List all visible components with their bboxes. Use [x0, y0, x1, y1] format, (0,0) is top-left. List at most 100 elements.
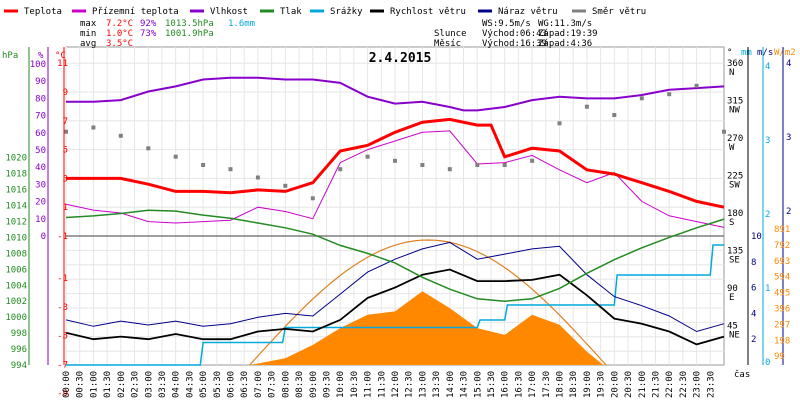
- x-tick-label: 12:30: [405, 371, 415, 398]
- x-tick-label: 14:30: [460, 371, 470, 398]
- tick-label-degc: -3: [57, 303, 68, 313]
- sun-curve: [249, 239, 607, 366]
- tick-label-hpa: 996: [11, 345, 27, 355]
- x-tick-label: 05:00: [199, 371, 209, 398]
- wind-direction-point: [639, 96, 644, 101]
- tick-label-hpa: 998: [11, 329, 27, 339]
- tick-label-pct: 50: [35, 146, 46, 156]
- tick-label-pct: 40: [35, 163, 46, 173]
- x-tick-label: 02:30: [131, 371, 141, 398]
- tick-label-wm2: 693: [774, 257, 790, 267]
- tick-label-mm: 3: [765, 136, 770, 146]
- tick-label-dir-name: SE: [729, 256, 740, 266]
- tick-label-pct: 0: [41, 232, 46, 242]
- wind-direction-point: [393, 158, 397, 163]
- tick-label-degc: 9: [63, 88, 68, 98]
- tick-label-degc: 7: [63, 117, 68, 127]
- legend-label: Směr větru: [592, 7, 646, 17]
- x-tick-label: 21:00: [638, 371, 648, 398]
- series-rychlost-v-tru: [65, 268, 725, 346]
- axis-unit-deg: °: [727, 48, 732, 58]
- x-tick-label: 17:30: [542, 371, 552, 398]
- tick-label-dir: 45: [727, 322, 738, 332]
- tick-label-degc: -7: [57, 360, 68, 370]
- sun-rise: Východ:06:43: [482, 29, 547, 39]
- tick-label-dir-name: NE: [729, 331, 740, 341]
- axis-unit-ms: m/s: [757, 48, 773, 58]
- wind-direction-point: [118, 133, 123, 138]
- wind-direction-point: [530, 158, 535, 163]
- tick-label-dir: 360: [727, 59, 743, 69]
- tick-label-degc: 5: [63, 146, 68, 156]
- tick-label-wm2: 99: [774, 352, 785, 362]
- tick-label-ms: 6: [751, 284, 756, 294]
- x-tick-label: 08:00: [281, 371, 291, 398]
- legend-label: Srážky: [330, 7, 363, 17]
- tick-label-dir-name: N: [729, 68, 734, 78]
- tick-label-hpa: 1020: [5, 154, 27, 164]
- wind-direction-point: [667, 92, 672, 97]
- x-tick-label: 21:30: [651, 371, 661, 398]
- x-tick-label: 03:30: [158, 371, 168, 398]
- x-tick-label: 13:30: [432, 371, 442, 398]
- tick-label-mm: 0: [765, 358, 770, 368]
- x-tick-label: 10:00: [336, 371, 346, 398]
- x-tick-label: 15:00: [473, 371, 483, 398]
- axis-unit-degc: °C: [55, 51, 66, 61]
- wind-direction-point: [338, 167, 343, 172]
- x-tick-label: 07:00: [254, 371, 264, 398]
- x-tick-label: 20:30: [624, 371, 634, 398]
- tick-label-dir: 315: [727, 97, 743, 107]
- tick-label-degc: -1: [57, 274, 68, 284]
- sun-label: Slunce: [434, 29, 467, 39]
- x-tick-label: 22:00: [665, 371, 675, 398]
- axis-unit-mm: mm: [741, 48, 752, 58]
- wind-direction-point: [612, 113, 617, 117]
- tick-label-pct: 10: [35, 215, 46, 225]
- legend-label: Teplota: [24, 7, 62, 17]
- x-tick-label: 06:30: [240, 371, 250, 398]
- tick-label-hpa: 1006: [5, 265, 27, 275]
- tick-label-ms: 2: [751, 335, 756, 345]
- legend-label: Náraz větru: [498, 7, 558, 17]
- tick-label-ms: 8: [751, 258, 756, 268]
- x-tick-label: 19:00: [583, 371, 593, 398]
- tick-label-mm: 4: [765, 62, 770, 72]
- tick-label-degc: 1: [63, 203, 68, 213]
- tick-label-dir: 90: [727, 284, 738, 294]
- stat-pressure: 1001.9hPa: [165, 29, 214, 39]
- x-tick-label: 15:30: [487, 371, 497, 398]
- tick-label-degc: -5: [57, 332, 68, 342]
- tick-label-dir-name: SW: [729, 181, 740, 191]
- tick-label-ms: 4: [751, 309, 756, 319]
- tick-label-wm2: 198: [774, 336, 790, 346]
- stat-humidity: 73%: [140, 29, 157, 39]
- x-tick-label: 01:00: [89, 371, 99, 398]
- tick-label-pct: 80: [35, 94, 46, 104]
- series-vlhkost: [66, 76, 725, 112]
- tick-label-dir-name: E: [729, 293, 734, 303]
- tick-label-hpa: 994: [11, 361, 27, 371]
- x-tick-label: 09:30: [322, 371, 332, 398]
- legend-label: Rychlost větru: [390, 7, 466, 17]
- wind-direction-point: [283, 183, 288, 188]
- tick-label-mm: 2: [765, 210, 770, 220]
- x-tick-label: 18:30: [569, 371, 579, 398]
- tick-label-hpa: 1018: [5, 170, 27, 180]
- axis-unit-pct: %: [38, 51, 44, 61]
- wind-direction-point: [584, 104, 589, 109]
- x-tick-label: 01:30: [103, 371, 113, 398]
- x-tick-label: 17:00: [528, 371, 538, 398]
- axis-unit-time: čas: [734, 369, 750, 380]
- x-tick-label: 22:30: [679, 371, 689, 398]
- x-tick-label: 10:30: [350, 371, 360, 398]
- stat-humidity: 92%: [140, 19, 157, 29]
- tick-label-dir-name: NW: [729, 106, 740, 116]
- x-tick-label: 06:00: [227, 371, 237, 398]
- tick-label-hpa: 1000: [5, 313, 27, 323]
- stat-rain: 1.6mm: [228, 19, 255, 29]
- x-tick-label: 11:00: [364, 371, 374, 398]
- x-tick-label: 00:00: [62, 371, 72, 398]
- x-tick-label: 00:30: [76, 371, 86, 398]
- axis-unit-hpa: hPa: [2, 51, 18, 61]
